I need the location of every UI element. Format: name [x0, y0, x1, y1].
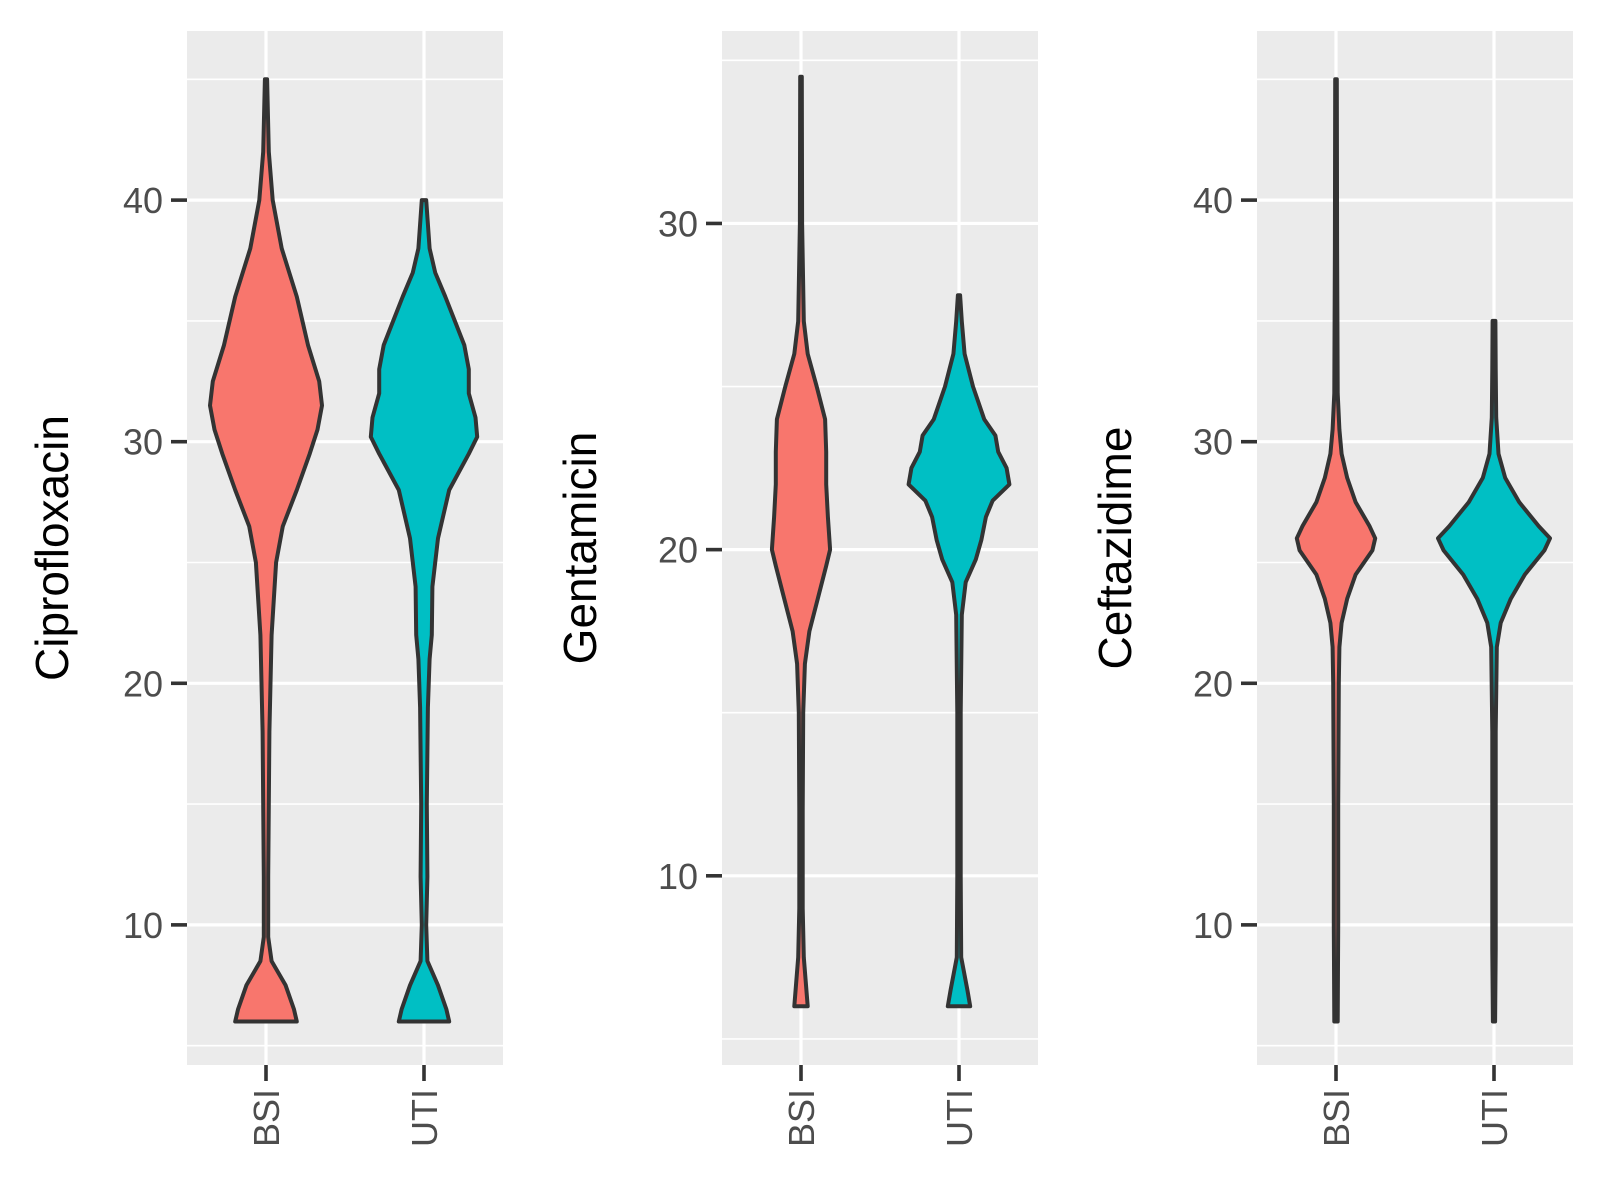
- panel-gentamicin: 10 20 30 BSI UTI Gentamicin: [554, 31, 1038, 1147]
- y-tick-label: 30: [123, 422, 163, 463]
- x-tick-label-uti: UTI: [1474, 1089, 1515, 1147]
- y-tick-label: 20: [123, 663, 163, 704]
- y-axis-title: Ciprofloxacin: [26, 415, 78, 681]
- panel-background: [187, 31, 503, 1065]
- y-tick-label: 10: [658, 856, 698, 897]
- y-tick-label: 20: [1193, 663, 1233, 704]
- y-tick-label: 30: [1193, 422, 1233, 463]
- panel-ciprofloxacin: 10 20 30 40 BSI UTI Ciprofloxacin: [26, 31, 503, 1147]
- x-tick-label-uti: UTI: [939, 1089, 980, 1147]
- y-tick-label: 10: [1193, 905, 1233, 946]
- violin-bsi: [769, 74, 833, 1009]
- panel-ceftazidime: 10 20 30 40 BSI UTI Ceftazidime: [1089, 31, 1573, 1147]
- violin-bsi: [1294, 77, 1378, 1024]
- violin-bsi: [208, 77, 324, 1024]
- y-tick-label: 30: [658, 203, 698, 244]
- violin-uti: [1436, 318, 1552, 1024]
- y-tick-label: 10: [123, 905, 163, 946]
- panel-background: [722, 31, 1038, 1065]
- y-axis-title: Ceftazidime: [1089, 427, 1141, 670]
- y-tick-label: 20: [658, 530, 698, 571]
- x-tick-label-bsi: BSI: [1316, 1089, 1357, 1147]
- x-tick-label-uti: UTI: [404, 1089, 445, 1147]
- violin-uti: [368, 198, 480, 1024]
- x-tick-label-bsi: BSI: [246, 1089, 287, 1147]
- y-tick-label: 40: [1193, 180, 1233, 221]
- x-tick-label-bsi: BSI: [781, 1089, 822, 1147]
- y-tick-label: 40: [123, 180, 163, 221]
- y-axis-title: Gentamicin: [554, 432, 606, 665]
- violin-uti: [906, 293, 1012, 1009]
